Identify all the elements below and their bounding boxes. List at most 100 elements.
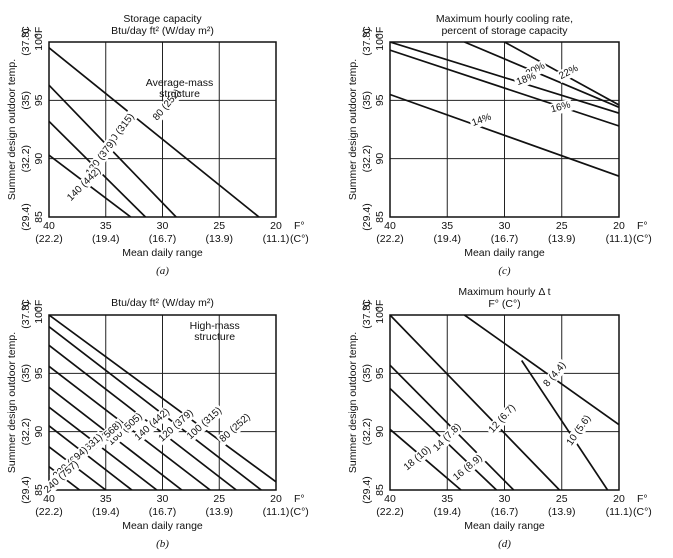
y-tick-label: 95 xyxy=(33,367,45,379)
x-tick-label-c: (22.2) xyxy=(35,233,62,245)
x-tick-label-c: (16.7) xyxy=(491,233,518,245)
x-tick-label-c: (19.4) xyxy=(434,233,461,245)
y-tick-label-c: (37.8) xyxy=(361,301,373,328)
y-tick-label: 95 xyxy=(374,94,386,106)
x-tick-label: 30 xyxy=(157,493,169,505)
series-line-7 xyxy=(49,425,133,490)
chart-title: Btu/day ft² (W/day m²) xyxy=(111,297,214,309)
x-unit-f: F° xyxy=(294,220,305,232)
y-tick-label: 95 xyxy=(33,94,45,106)
x-tick-label: 20 xyxy=(613,493,625,505)
y-tick-label: 85 xyxy=(33,484,45,496)
x-tick-label-c: (19.4) xyxy=(92,506,119,518)
y-unit-c: °C xyxy=(20,299,32,311)
y-tick-label-c: (32.2) xyxy=(361,418,373,445)
structure-note: structure xyxy=(194,331,235,343)
x-tick-label: 20 xyxy=(613,220,625,232)
x-tick-label: 25 xyxy=(556,493,568,505)
x-tick-label: 35 xyxy=(441,220,453,232)
curve-label: 18 (10) xyxy=(402,444,433,473)
chart-panel-1: 80 (252)100 (315)120 (379)140 (442)Stora… xyxy=(6,13,309,277)
x-unit-c: (C°) xyxy=(290,506,309,518)
curve-label-bg xyxy=(449,451,487,485)
x-tick-label: 40 xyxy=(43,493,55,505)
y-tick-label-c: (35) xyxy=(20,364,32,383)
curve-label-bg xyxy=(40,457,83,498)
y-tick-label-c: (32.2) xyxy=(20,145,32,172)
x-tick-label-c: (13.9) xyxy=(548,233,575,245)
curve-label-bg xyxy=(513,69,540,90)
plot-frame xyxy=(48,314,277,491)
y-tick-label-c: (35) xyxy=(361,91,373,110)
x-tick-label-c: (11.1) xyxy=(263,506,290,518)
x-axis-label: Mean daily range xyxy=(464,520,545,532)
chart-title: Storage capacity xyxy=(123,13,202,25)
series-line-3 xyxy=(390,315,561,490)
x-tick-label: 40 xyxy=(384,493,396,505)
curve-label-bg xyxy=(104,409,147,450)
series-line-2 xyxy=(520,360,609,490)
y-tick-label-c: (37.8) xyxy=(361,28,373,55)
y-tick-label: 90 xyxy=(33,426,45,438)
y-unit-c: °C xyxy=(361,26,373,38)
x-axis-label: Mean daily range xyxy=(122,520,203,532)
y-tick-label: 90 xyxy=(374,153,386,165)
series-line-2 xyxy=(464,42,619,109)
figure-caption: (d) xyxy=(498,538,511,550)
plot-frame xyxy=(389,314,620,491)
series-line-1 xyxy=(463,315,619,426)
y-tick-label: 100 xyxy=(374,33,386,51)
x-tick-label-c: (11.1) xyxy=(606,506,633,518)
structure-note: structure xyxy=(159,88,200,100)
x-tick-label-c: (22.2) xyxy=(376,506,403,518)
series-line-6 xyxy=(49,406,158,490)
x-tick-label-c: (13.9) xyxy=(206,506,233,518)
y-tick-label: 100 xyxy=(33,306,45,324)
x-tick-label-c: (16.7) xyxy=(149,506,176,518)
y-tick-label-c: (29.4) xyxy=(20,203,32,230)
chart-panel-3: 80 (252)100 (315)120 (379)140 (442)160 (… xyxy=(6,297,309,550)
y-unit-c: °C xyxy=(361,299,373,311)
y-axis-label: Summer design outdoor temp. xyxy=(347,332,359,473)
x-tick-label: 20 xyxy=(270,220,282,232)
y-axis-label: Summer design outdoor temp. xyxy=(347,59,359,200)
y-tick-label: 85 xyxy=(33,211,45,223)
x-tick-label-c: (11.1) xyxy=(263,233,290,245)
y-tick-label-c: (37.8) xyxy=(20,301,32,328)
y-tick-label-c: (29.4) xyxy=(361,476,373,503)
x-unit-c: (C°) xyxy=(633,506,652,518)
chart-panel-4: 8 (4.4)10 (5.6)12 (6.7)14 (7.8)16 (8.9)1… xyxy=(347,286,652,550)
curve-label-bg xyxy=(155,406,198,446)
y-tick-label: 100 xyxy=(374,306,386,324)
y-unit-f: °F xyxy=(374,300,386,311)
figure-caption: (b) xyxy=(156,538,169,550)
curve-label-bg xyxy=(555,61,582,84)
structure-note: Average-mass xyxy=(146,77,214,89)
y-tick-label-c: (35) xyxy=(20,91,32,110)
chart-title: Maximum hourly cooling rate, xyxy=(436,13,573,25)
curve-label-bg xyxy=(149,85,185,125)
series-line-1 xyxy=(49,315,276,483)
y-tick-label: 85 xyxy=(374,484,386,496)
curve-label-bg xyxy=(216,410,255,447)
x-tick-label: 30 xyxy=(499,220,511,232)
x-tick-label: 35 xyxy=(441,493,453,505)
y-unit-f: °F xyxy=(33,300,45,311)
x-tick-label-c: (13.9) xyxy=(206,233,233,245)
y-tick-label-c: (29.4) xyxy=(20,476,32,503)
x-tick-label: 25 xyxy=(213,220,225,232)
x-tick-label: 35 xyxy=(100,220,112,232)
curve-label: 80 (252) xyxy=(218,412,253,445)
plot-frame xyxy=(48,41,277,218)
x-tick-label: 30 xyxy=(499,493,511,505)
y-unit-c: °C xyxy=(20,26,32,38)
curve-label-bg xyxy=(183,403,226,444)
series-line-3 xyxy=(390,42,619,114)
chart-panel-2: 22%20%18%16%14%Maximum hourly cooling ra… xyxy=(347,13,652,277)
x-unit-f: F° xyxy=(637,493,648,505)
series-group xyxy=(390,42,619,177)
curve-label-bg xyxy=(400,442,435,475)
x-tick-label-c: (13.9) xyxy=(548,506,575,518)
y-axis-label: Summer design outdoor temp. xyxy=(6,59,18,200)
